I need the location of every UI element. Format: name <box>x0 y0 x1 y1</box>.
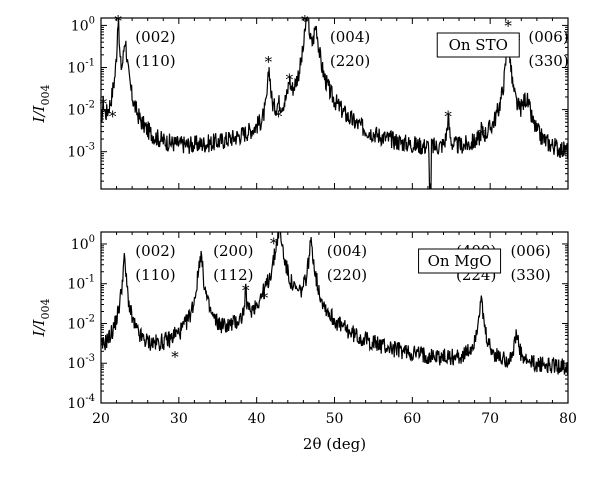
peak-index-label: (112) <box>213 266 253 284</box>
peak-index-label: (006) <box>528 28 568 46</box>
y-tick-label: 100 <box>71 234 95 253</box>
peak-index-label: (330) <box>528 52 568 70</box>
y-tick-base: 10 <box>67 356 85 372</box>
y-tick-label: 10-3 <box>67 353 95 372</box>
y-tick-base: 10 <box>67 145 85 161</box>
panel-bottom-on-mgo: 20 30 40 50 60 70 8010-410-310-210-1100I/I004*… <box>30 231 577 427</box>
x-tick-label: 20 <box>92 411 110 427</box>
substrate-peak-marker: * <box>286 70 294 88</box>
x-tick-label: 70 <box>481 411 499 427</box>
y-axis-title-main: I/I <box>30 318 48 337</box>
y-tick-exponent: -1 <box>85 58 95 69</box>
peak-index-label: (004) <box>327 242 367 260</box>
x-axis-title-main: 2θ <box>303 435 326 453</box>
substrate-peak-marker: * <box>265 53 273 71</box>
legend-label: On STO <box>449 36 508 54</box>
legend-box <box>436 32 520 58</box>
xrd-trace <box>101 232 568 375</box>
y-tick-label: 10-1 <box>67 58 95 77</box>
y-axis-title-main: I/I <box>30 104 48 123</box>
xrd-trace <box>101 18 568 189</box>
y-tick-exponent: 0 <box>89 234 95 245</box>
substrate-peak-marker: * <box>100 95 108 113</box>
y-tick-base: 10 <box>67 277 85 293</box>
y-tick-label: 10-4 <box>67 393 95 412</box>
peak-index-label: (002) <box>135 28 175 46</box>
y-tick-exponent: 0 <box>89 15 95 26</box>
peak-index-label: (002) <box>135 242 175 260</box>
legend-box <box>418 248 502 274</box>
y-tick-exponent: -2 <box>85 313 95 324</box>
y-axis-title: I/I004 <box>30 85 52 124</box>
shared-x-axis-label: 2θ (deg) <box>303 435 366 453</box>
substrate-peak-marker: * <box>479 125 487 143</box>
peak-index-label: (110) <box>135 266 175 284</box>
y-tick-exponent: -3 <box>85 142 95 153</box>
y-axis-title-subscript: 004 <box>39 85 52 106</box>
y-tick-base: 10 <box>67 396 85 412</box>
substrate-peak-marker: * <box>242 282 250 300</box>
y-tick-exponent: -1 <box>85 274 95 285</box>
x-tick-label: 30 <box>170 411 188 427</box>
x-axis-title: 2θ (deg) <box>303 435 366 453</box>
substrate-peak-marker: * <box>114 12 122 30</box>
substrate-peak-marker: * <box>171 348 179 366</box>
y-tick-exponent: -3 <box>85 353 95 364</box>
legend-label: On MgO <box>428 252 492 270</box>
y-tick-base: 10 <box>67 61 85 77</box>
y-tick-label: 100 <box>71 15 95 34</box>
x-tick-label: 40 <box>248 411 266 427</box>
substrate-peak-marker: * <box>444 108 452 126</box>
substrate-peak-marker: * <box>109 108 117 126</box>
x-tick-label: 80 <box>559 411 577 427</box>
peak-index-label: (004) <box>330 28 370 46</box>
substrate-peak-marker: * <box>301 12 309 30</box>
y-axis-title: I/I004 <box>30 299 52 338</box>
y-tick-base: 10 <box>67 103 85 119</box>
peak-index-label: (110) <box>135 52 175 70</box>
x-tick-label: 50 <box>326 411 344 427</box>
y-tick-label: 10-2 <box>67 100 95 119</box>
panel-top-on-sto: 10-310-210-1100I/I004***********(002)(11… <box>30 12 569 190</box>
y-tick-base: 10 <box>67 316 85 332</box>
y-tick-exponent: -2 <box>85 100 95 111</box>
peak-index-label: (200) <box>213 242 253 260</box>
y-tick-label: 10-3 <box>67 142 95 161</box>
x-axis-title-unit: (deg) <box>326 435 366 453</box>
substrate-peak-marker: * <box>261 289 269 307</box>
peak-index-label: (330) <box>510 266 550 284</box>
y-tick-base: 10 <box>71 237 89 253</box>
peak-index-label: (006) <box>510 242 550 260</box>
y-tick-exponent: -4 <box>85 393 95 404</box>
peak-index-label: (220) <box>330 52 370 70</box>
y-axis-title-subscript: 004 <box>39 299 52 320</box>
substrate-peak-marker: * <box>504 17 512 35</box>
y-tick-label: 10-2 <box>67 313 95 332</box>
x-tick-label: 60 <box>403 411 421 427</box>
y-tick-label: 10-1 <box>67 274 95 293</box>
y-tick-base: 10 <box>71 18 89 34</box>
peak-index-label: (220) <box>327 266 367 284</box>
substrate-peak-marker: * <box>275 108 283 126</box>
substrate-peak-marker: * <box>270 234 278 252</box>
